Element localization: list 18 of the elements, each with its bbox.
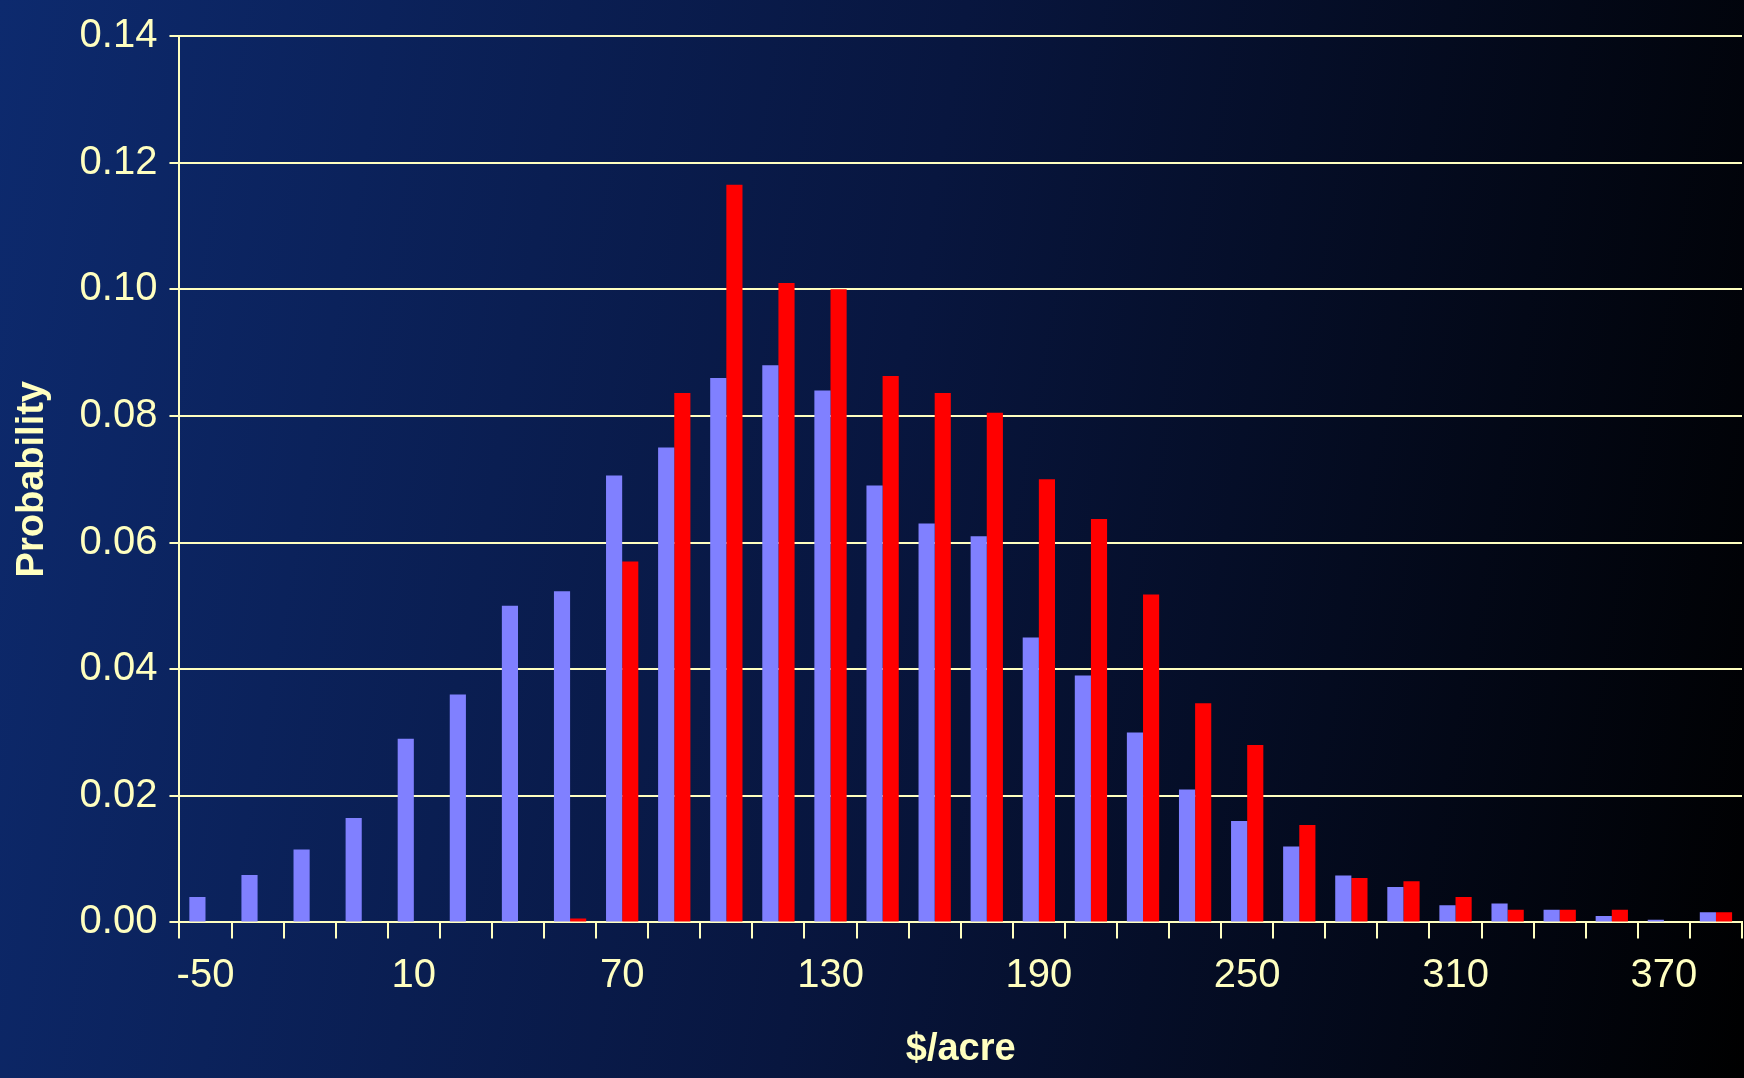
y-axis-title: Probability [9, 381, 52, 578]
y-tick-label: 0.04 [79, 644, 158, 689]
y-tick-label: 0.00 [79, 897, 158, 942]
x-tick-label: 250 [1213, 951, 1281, 996]
y-tick-label: 0.12 [79, 137, 158, 182]
y-tick-label: 0.08 [79, 390, 158, 435]
x-tick-label: 10 [391, 951, 437, 996]
x-tick-label: 190 [1005, 951, 1073, 996]
x-tick-label: 70 [599, 951, 645, 996]
y-tick-label: 0.06 [79, 517, 158, 562]
x-tick-label: -50 [176, 951, 235, 996]
x-tick-label: 370 [1630, 951, 1698, 996]
x-axis-title: $/acre [905, 1025, 1016, 1068]
y-tick-label: 0.14 [79, 11, 158, 56]
y-tick-label: 0.10 [79, 264, 158, 309]
x-tick-label: 130 [797, 951, 864, 996]
x-tick-label: 310 [1422, 951, 1489, 996]
y-tick-label: 0.02 [79, 770, 158, 815]
